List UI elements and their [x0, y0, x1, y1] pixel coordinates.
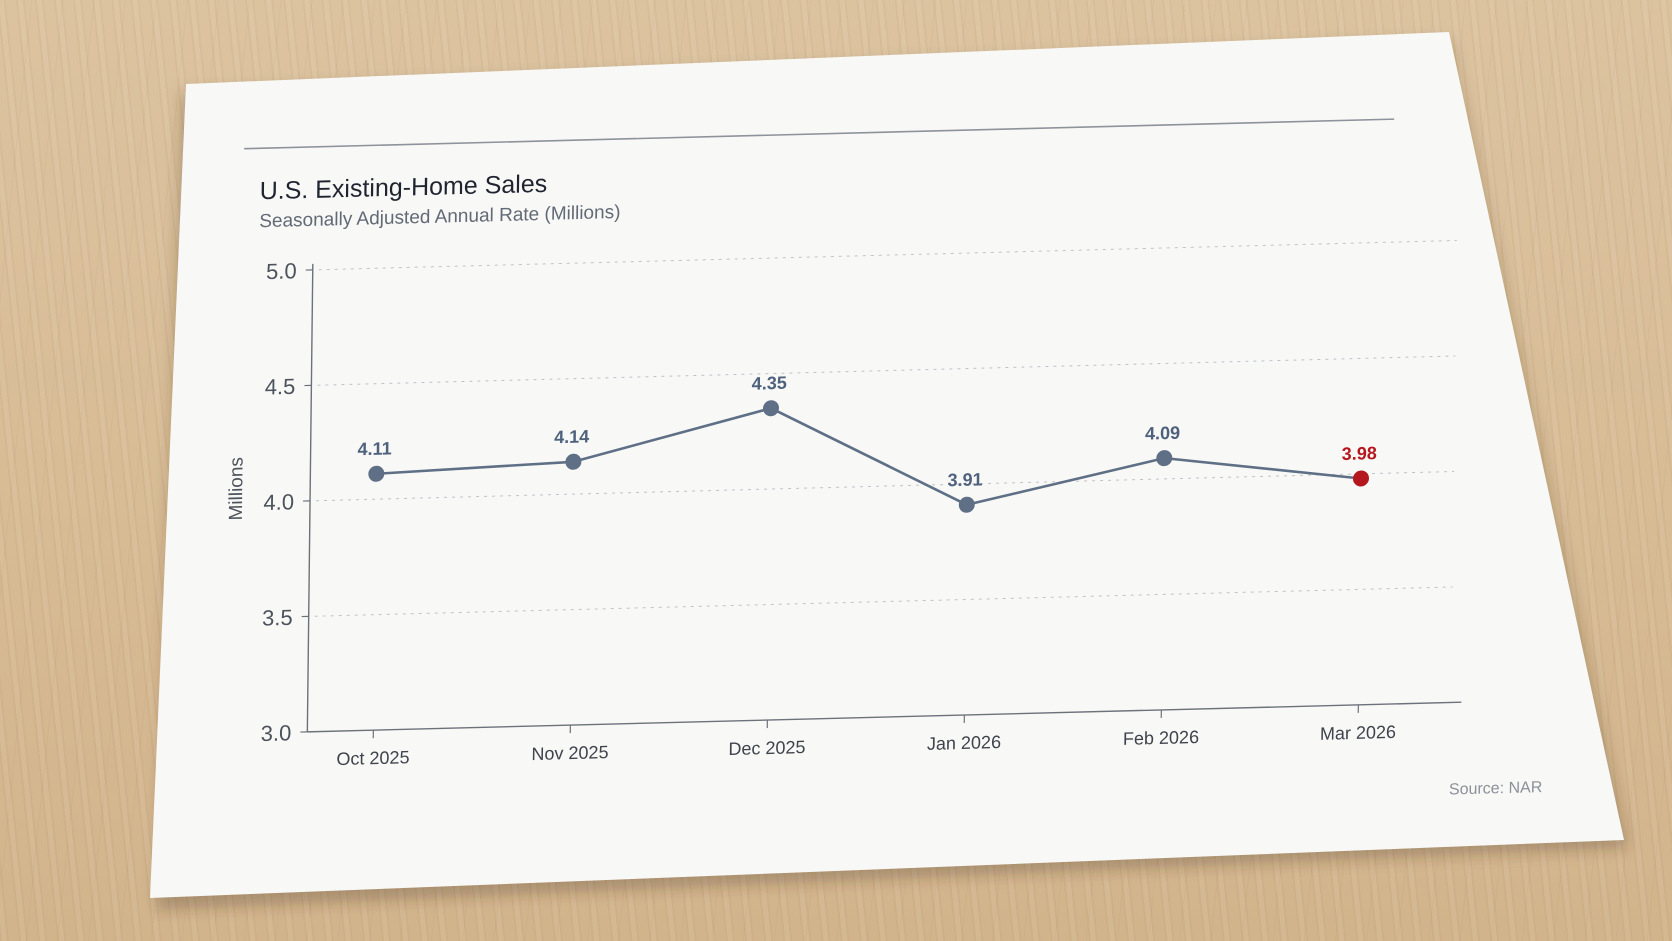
- header-rule: [244, 118, 1395, 150]
- data-label-0: 4.11: [357, 438, 391, 459]
- data-point-1: [565, 453, 582, 470]
- data-point-4: [1156, 450, 1173, 467]
- data-point-0: [368, 465, 385, 482]
- gridline-2: [316, 470, 1455, 502]
- x-tick-label-2: Dec 2025: [728, 737, 805, 759]
- data-label-4: 4.09: [1145, 423, 1180, 444]
- y-tick-label-1: 3.5: [262, 605, 293, 631]
- data-point-2: [762, 400, 779, 417]
- series-line: [376, 406, 1362, 507]
- x-axis: [307, 701, 1462, 733]
- gridline-3: [317, 355, 1456, 386]
- y-tick-label-0: 3.0: [261, 720, 292, 746]
- data-label-1: 4.14: [554, 426, 589, 447]
- axis-layer: 3.0 3.5 4.0 4.5 5.0 Oct 2025 Nov 2025 Dec 2025 J…: [261, 258, 1462, 769]
- data-label-2: 4.35: [752, 373, 787, 394]
- x-tick-label-0: Oct 2025: [336, 747, 409, 769]
- y-tick-label-4: 5.0: [266, 258, 297, 284]
- gridline-4: [318, 239, 1457, 271]
- x-tick-label-4: Feb 2026: [1123, 727, 1199, 749]
- x-tick-label-3: Jan 2026: [927, 732, 1001, 754]
- data-label-5: 3.98: [1342, 443, 1377, 464]
- data-point-3: [958, 496, 975, 513]
- y-tick-label-2: 4.0: [263, 489, 294, 515]
- y-axis-label: Millions: [226, 457, 248, 521]
- x-tick-label-1: Nov 2025: [531, 742, 608, 764]
- data-point-5: [1352, 470, 1369, 487]
- grid-layer: [314, 239, 1457, 617]
- y-tick-label-3: 4.5: [265, 374, 296, 400]
- y-axis: [306, 263, 314, 732]
- source-note: Source: NAR: [1449, 779, 1543, 798]
- series-layer: 4.11 4.14 4.35 3.91 4.09 3.98: [357, 373, 1377, 513]
- gridline-1: [314, 586, 1453, 617]
- x-tick-label-5: Mar 2026: [1320, 722, 1396, 744]
- data-label-3: 3.91: [947, 469, 982, 490]
